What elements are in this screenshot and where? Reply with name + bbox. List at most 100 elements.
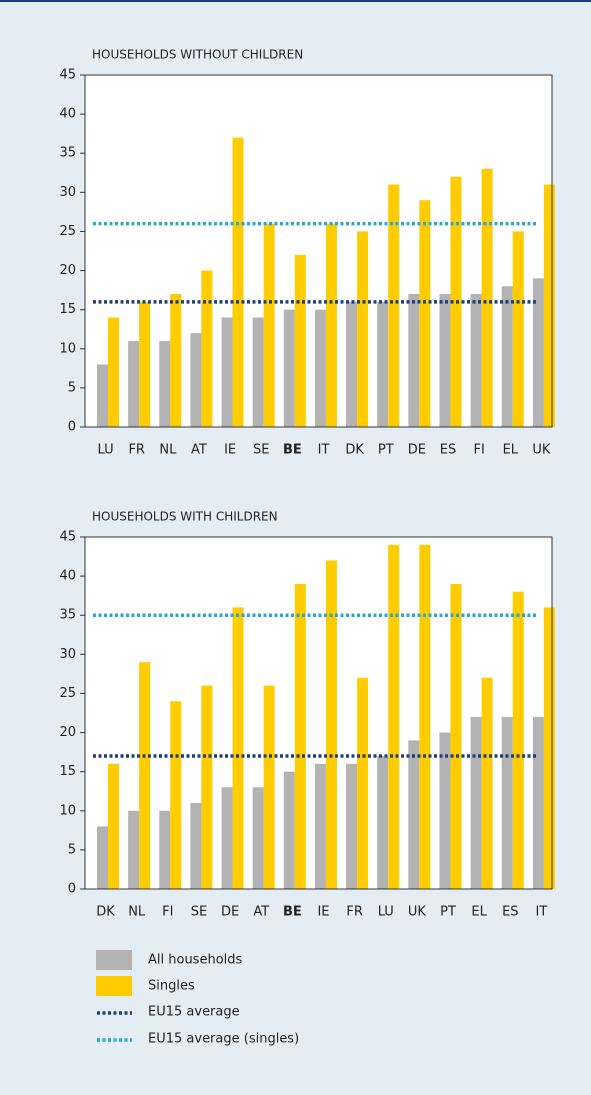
x-tick-label: FR: [346, 905, 363, 920]
x-tick-label: PT: [440, 905, 456, 920]
bar: [170, 701, 182, 889]
x-tick-label: FR: [128, 443, 145, 458]
bar: [408, 294, 420, 427]
bar: [357, 231, 369, 427]
bar: [108, 317, 119, 427]
bar: [139, 301, 151, 427]
bar: [377, 301, 389, 427]
x-tick-label: NL: [128, 905, 146, 920]
y-tick-label: 45: [59, 530, 76, 545]
bar: [128, 340, 140, 427]
bar: [232, 607, 244, 889]
y-tick-label: 10: [59, 803, 76, 818]
x-tick-label: BE: [283, 905, 302, 920]
x-tick-label: ES: [502, 905, 518, 920]
bar: [294, 583, 306, 889]
y-tick-label: 0: [68, 420, 76, 435]
x-tick-label: UK: [532, 443, 551, 458]
x-tick-label: AT: [191, 443, 207, 458]
bar: [159, 340, 171, 427]
bar: [450, 176, 462, 427]
y-tick-label: 40: [59, 569, 76, 584]
legend-swatch: [96, 976, 132, 996]
x-tick-label: DK: [96, 905, 115, 920]
legend-label: EU15 average: [148, 1005, 240, 1020]
x-tick-label: LU: [98, 443, 114, 458]
bar: [201, 270, 213, 427]
x-tick-label: NL: [159, 443, 177, 458]
x-tick-label: IE: [224, 443, 236, 458]
legend-label: Singles: [148, 979, 195, 994]
x-tick-label: BE: [283, 443, 302, 458]
bar: [543, 184, 555, 427]
x-tick-label: SE: [253, 443, 269, 458]
x-tick-label: PT: [378, 443, 394, 458]
bar: [470, 294, 482, 427]
bar: [97, 826, 108, 889]
bar: [159, 810, 171, 889]
legend-label: EU15 average (singles): [148, 1032, 299, 1047]
x-tick-label: SE: [191, 905, 207, 920]
chart-title: HOUSEHOLDS WITHOUT CHILDREN: [92, 48, 303, 62]
bar: [346, 763, 358, 889]
bar: [294, 254, 306, 427]
bar: [388, 544, 400, 889]
y-tick-label: 5: [68, 842, 76, 857]
y-tick-label: 45: [59, 68, 76, 83]
x-tick-label: FI: [162, 905, 173, 920]
bar: [325, 560, 337, 889]
y-tick-label: 25: [59, 224, 76, 239]
x-tick-label: IT: [536, 905, 548, 920]
bar: [232, 137, 244, 428]
bar: [501, 286, 513, 427]
y-tick-label: 35: [59, 608, 76, 623]
bar: [263, 223, 275, 427]
legend-swatch: [96, 950, 132, 970]
x-tick-label: ES: [440, 443, 456, 458]
bar: [252, 787, 264, 889]
bar: [221, 787, 233, 889]
bar: [252, 317, 264, 427]
legend-label: All households: [148, 953, 243, 968]
bar: [139, 662, 151, 889]
y-tick-label: 20: [59, 725, 76, 740]
y-tick-label: 0: [68, 882, 76, 897]
x-tick-label: AT: [253, 905, 269, 920]
y-tick-label: 35: [59, 146, 76, 161]
chart-title: HOUSEHOLDS WITH CHILDREN: [92, 510, 278, 524]
bar: [97, 364, 108, 427]
bar: [532, 716, 544, 889]
y-tick-label: 15: [59, 302, 76, 317]
bar: [190, 333, 202, 427]
bar: [481, 677, 493, 889]
y-tick-label: 10: [59, 341, 76, 356]
y-tick-label: 40: [59, 107, 76, 122]
bar: [439, 732, 451, 889]
x-tick-label: IE: [317, 905, 329, 920]
x-tick-label: DK: [345, 443, 364, 458]
bar: [388, 184, 400, 427]
x-tick-label: UK: [408, 905, 427, 920]
y-tick-label: 20: [59, 263, 76, 278]
bar: [419, 544, 431, 889]
x-tick-label: DE: [221, 905, 239, 920]
bar: [170, 294, 182, 427]
y-tick-label: 30: [59, 185, 76, 200]
bar: [501, 716, 513, 889]
x-tick-label: DE: [408, 443, 426, 458]
bar: [201, 685, 213, 889]
bar: [439, 294, 451, 427]
bar: [419, 200, 431, 427]
y-tick-label: 15: [59, 764, 76, 779]
bar: [377, 756, 389, 889]
plot-border: [84, 74, 553, 428]
bar: [314, 763, 326, 889]
plot-border: [84, 536, 553, 890]
bar: [543, 607, 555, 889]
bar: [314, 309, 326, 427]
x-tick-label: EL: [503, 443, 519, 458]
bar: [221, 317, 233, 427]
bar: [408, 740, 420, 889]
